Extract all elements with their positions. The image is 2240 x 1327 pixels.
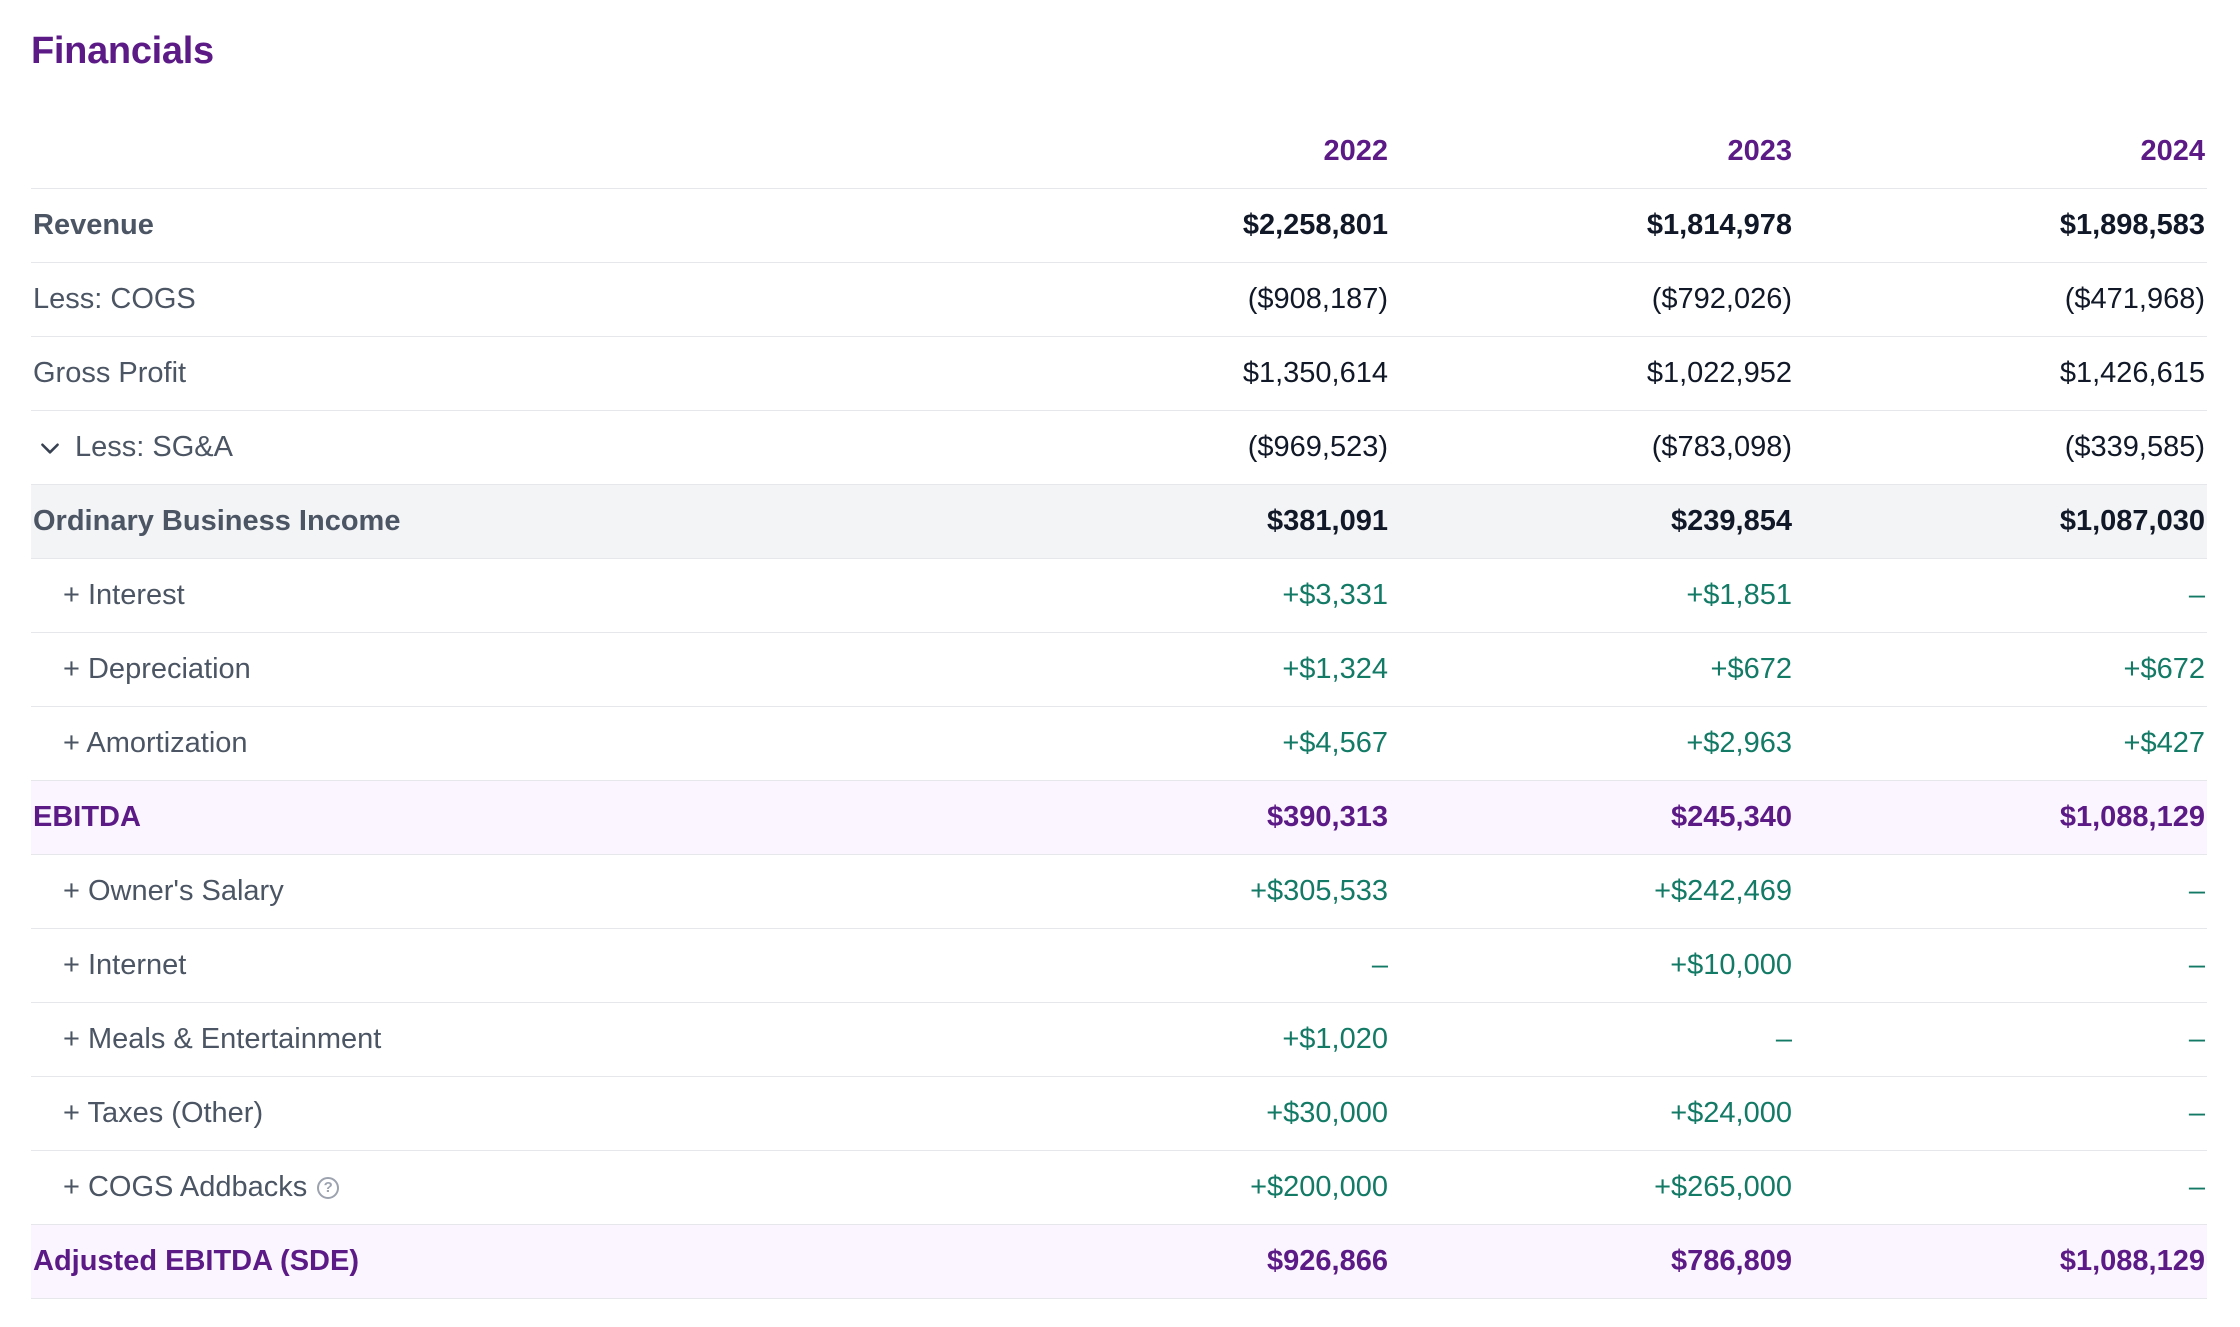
row-taxes-other: + Taxes (Other) +$30,000 +$24,000 – (31, 1077, 2207, 1151)
row-revenue: Revenue $2,258,801 $1,814,978 $1,898,583 (31, 189, 2207, 263)
value-2024: $1,087,030 (2059, 505, 2205, 537)
value-2024: $1,426,615 (2059, 357, 2205, 389)
row-label: + Depreciation (63, 653, 251, 685)
row-label: + Meals & Entertainment (63, 1023, 382, 1055)
value-2023: – (1775, 1023, 1792, 1055)
row-label: + COGS Addbacks (63, 1171, 308, 1203)
value-2023: +$672 (1710, 653, 1792, 685)
row-gross-profit: Gross Profit $1,350,614 $1,022,952 $1,42… (31, 337, 2207, 411)
row-interest: + Interest +$3,331 +$1,851 – (31, 559, 2207, 633)
row-label: EBITDA (33, 801, 141, 833)
value-2024: $1,898,583 (2059, 209, 2205, 241)
value-2023: +$265,000 (1654, 1171, 1792, 1203)
row-label: Revenue (33, 209, 154, 241)
value-2023: $245,340 (1671, 801, 1792, 833)
value-2022: +$4,567 (1282, 727, 1388, 759)
row-adjusted-ebitda: Adjusted EBITDA (SDE) $926,866 $786,809 … (31, 1225, 2207, 1299)
year-header-2024: 2024 (2140, 134, 2205, 167)
value-2022: $926,866 (1267, 1245, 1388, 1277)
row-internet: + Internet – +$10,000 – (31, 929, 2207, 1003)
value-2024: +$427 (2123, 727, 2205, 759)
value-2022: +$305,533 (1250, 875, 1388, 907)
value-2023: +$10,000 (1670, 949, 1792, 981)
value-2022: +$1,324 (1282, 653, 1388, 685)
value-2023: $786,809 (1671, 1245, 1792, 1277)
row-sga[interactable]: Less: SG&A ($969,523) ($783,098) ($339,5… (31, 411, 2207, 485)
year-header-2022: 2022 (1323, 134, 1388, 167)
help-icon[interactable]: ? (317, 1176, 340, 1199)
value-2022: $381,091 (1267, 505, 1388, 537)
row-label: Adjusted EBITDA (SDE) (33, 1245, 359, 1277)
value-2023: $239,854 (1671, 505, 1792, 537)
value-2023: $1,022,952 (1646, 357, 1792, 389)
row-label: Ordinary Business Income (33, 505, 401, 537)
value-2024: – (2188, 579, 2205, 611)
row-label: + Internet (63, 949, 187, 981)
value-2023: ($783,098) (1651, 431, 1792, 463)
value-2024: – (2188, 949, 2205, 981)
row-amortization: + Amortization +$4,567 +$2,963 +$427 (31, 707, 2207, 781)
value-2022: +$1,020 (1282, 1023, 1388, 1055)
chevron-down-icon[interactable] (37, 435, 63, 461)
value-2024: ($339,585) (2064, 431, 2205, 463)
value-2023: ($792,026) (1651, 283, 1792, 315)
value-2023: $1,814,978 (1646, 209, 1792, 241)
year-header-2023: 2023 (1727, 134, 1792, 167)
row-label: + Taxes (Other) (63, 1097, 264, 1129)
row-label-wrap: + COGS Addbacks ? (63, 1151, 340, 1224)
row-label: Gross Profit (33, 357, 187, 389)
row-label: + Owner's Salary (63, 875, 284, 907)
value-2023: +$242,469 (1654, 875, 1792, 907)
value-2022: +$3,331 (1282, 579, 1388, 611)
row-label: Less: COGS (33, 283, 196, 315)
value-2022: +$200,000 (1250, 1171, 1388, 1203)
financials-table: 2022 2023 2024 Revenue $2,258,801 $1,814… (31, 114, 2207, 1299)
sga-expand-toggle[interactable]: Less: SG&A (33, 411, 233, 484)
value-2023: +$24,000 (1670, 1097, 1792, 1129)
value-2024: – (2188, 1171, 2205, 1203)
value-2022: +$30,000 (1266, 1097, 1388, 1129)
row-label: + Amortization (63, 727, 248, 759)
value-2024: ($471,968) (2064, 283, 2205, 315)
row-cogs: Less: COGS ($908,187) ($792,026) ($471,9… (31, 263, 2207, 337)
value-2022: – (1371, 949, 1388, 981)
row-label: + Interest (63, 579, 185, 611)
row-owners-salary: + Owner's Salary +$305,533 +$242,469 – (31, 855, 2207, 929)
table-header-row: 2022 2023 2024 (31, 114, 2207, 189)
row-depreciation: + Depreciation +$1,324 +$672 +$672 (31, 633, 2207, 707)
value-2023: +$2,963 (1686, 727, 1792, 759)
value-2022: $390,313 (1267, 801, 1388, 833)
value-2024: $1,088,129 (2059, 1245, 2205, 1277)
row-ordinary-business-income: Ordinary Business Income $381,091 $239,8… (31, 485, 2207, 559)
value-2024: $1,088,129 (2059, 801, 2205, 833)
value-2022: ($908,187) (1247, 283, 1388, 315)
value-2024: – (2188, 875, 2205, 907)
row-cogs-addbacks: + COGS Addbacks ? +$200,000 +$265,000 – (31, 1151, 2207, 1225)
value-2024: +$672 (2123, 653, 2205, 685)
row-ebitda: EBITDA $390,313 $245,340 $1,088,129 (31, 781, 2207, 855)
section-title: Financials (31, 30, 214, 72)
value-2023: +$1,851 (1686, 579, 1792, 611)
value-2024: – (2188, 1097, 2205, 1129)
row-meals-entertainment: + Meals & Entertainment +$1,020 – – (31, 1003, 2207, 1077)
value-2022: $2,258,801 (1242, 209, 1388, 241)
value-2024: – (2188, 1023, 2205, 1055)
row-label: Less: SG&A (75, 431, 233, 463)
value-2022: ($969,523) (1247, 431, 1388, 463)
value-2022: $1,350,614 (1242, 357, 1388, 389)
